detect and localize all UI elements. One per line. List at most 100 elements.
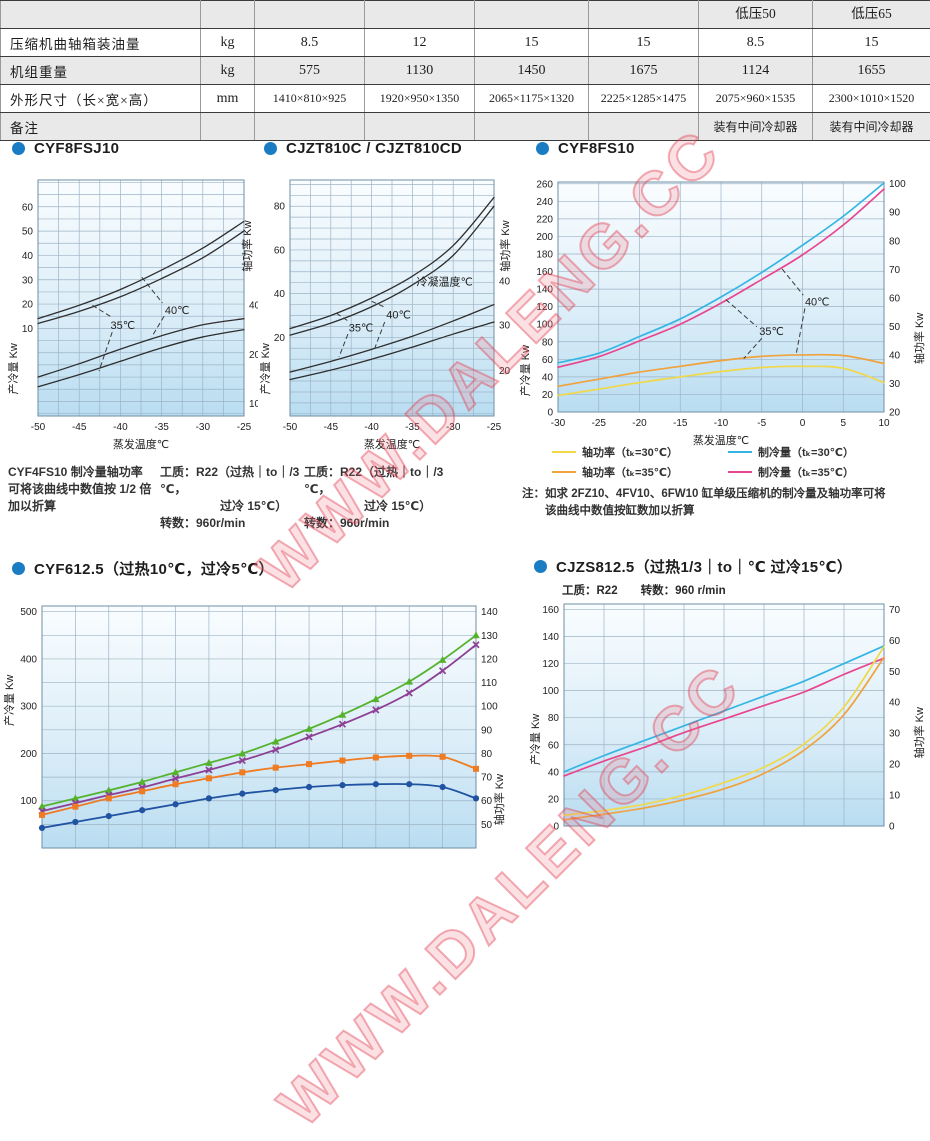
svg-text:-50: -50 — [283, 422, 298, 433]
table-cell: 15 — [813, 29, 930, 57]
svg-text:0: 0 — [553, 822, 559, 833]
svg-text:60: 60 — [889, 293, 901, 304]
svg-text:冷凝温度℃: 冷凝温度℃ — [416, 275, 472, 289]
chart-cyf8fsj10: -50-45-40-35-30-25102030405060402010产冷量 … — [6, 168, 258, 464]
svg-text:500: 500 — [20, 607, 37, 618]
table-cell: 装有中间冷却器 — [813, 113, 930, 141]
svg-text:10: 10 — [249, 399, 258, 410]
table-cell: 低压65 — [813, 1, 930, 29]
svg-text:产冷量 Kw: 产冷量 Kw — [258, 343, 272, 394]
svg-text:90: 90 — [889, 208, 901, 219]
svg-text:30: 30 — [889, 379, 901, 390]
svg-text:60: 60 — [22, 202, 34, 213]
svg-text:0: 0 — [547, 408, 553, 419]
legend-label: 制冷量（tₖ=30℃） — [758, 444, 854, 460]
svg-text:70: 70 — [481, 773, 493, 784]
svg-text:80: 80 — [548, 713, 560, 724]
note-cyf4fs10: CYF4FS10 制冷量轴功率 可将该曲线中数值按 1/2 倍 加以折算 — [8, 464, 160, 515]
svg-text:50: 50 — [889, 667, 901, 678]
table-cell: 1655 — [813, 57, 930, 85]
svg-text:-5: -5 — [757, 418, 766, 429]
svg-text:200: 200 — [536, 232, 553, 243]
table-cell — [255, 113, 365, 141]
svg-text:40℃: 40℃ — [386, 309, 411, 321]
svg-text:蒸发温度℃: 蒸发温度℃ — [113, 437, 169, 451]
row-label: 机组重量 — [1, 57, 201, 85]
legend-label: 轴功率（tₖ=30℃） — [582, 444, 678, 460]
svg-text:240: 240 — [536, 197, 553, 208]
table-cell: 装有中间冷却器 — [699, 113, 813, 141]
svg-text:60: 60 — [542, 355, 554, 366]
svg-text:20: 20 — [889, 760, 901, 771]
table-cell: kg — [201, 29, 255, 57]
table-cell: 2225×1285×1475 — [589, 85, 699, 113]
table-cell — [201, 113, 255, 141]
svg-text:10: 10 — [878, 418, 890, 429]
svg-text:40: 40 — [889, 350, 901, 361]
table-cell — [589, 113, 699, 141]
svg-text:100: 100 — [542, 686, 559, 697]
svg-text:-50: -50 — [31, 422, 46, 433]
table-cell: 15 — [475, 29, 589, 57]
svg-text:20: 20 — [274, 333, 286, 344]
svg-text:-30: -30 — [446, 422, 461, 433]
table-cell: 2300×1010×1520 — [813, 85, 930, 113]
svg-text:50: 50 — [22, 227, 34, 238]
svg-text:40: 40 — [889, 698, 901, 709]
table-cell: 2065×1175×1320 — [475, 85, 589, 113]
svg-text:120: 120 — [536, 302, 553, 313]
svg-text:160: 160 — [536, 267, 553, 278]
section-title-cyf612-5: CYF612.5（过热10℃，过冷5℃） — [12, 558, 274, 579]
svg-text:40: 40 — [548, 767, 560, 778]
svg-text:100: 100 — [536, 320, 553, 331]
svg-text:260: 260 — [536, 179, 553, 190]
svg-text:-10: -10 — [714, 418, 729, 429]
table-cell: 15 — [589, 29, 699, 57]
bullet-icon — [536, 142, 549, 155]
legend-item: 制冷量（tₖ=35℃） — [728, 464, 914, 480]
svg-text:产冷量 Kw: 产冷量 Kw — [518, 345, 532, 396]
section-label: CJZS812.5（过热1/3｜to｜℃ 过冷15℃） — [556, 556, 852, 577]
table-cell — [255, 1, 365, 29]
svg-text:-25: -25 — [592, 418, 607, 429]
table-cell: 12 — [365, 29, 475, 57]
svg-text:80: 80 — [542, 337, 554, 348]
svg-text:40: 40 — [274, 289, 286, 300]
legend-label: 制冷量（tₖ=35℃） — [758, 464, 854, 480]
bullet-icon — [12, 562, 25, 575]
section-title-cyf8fs10: CYF8FS10 — [536, 140, 635, 157]
table-cell: 低压50 — [699, 1, 813, 29]
legend-swatch — [728, 451, 752, 453]
svg-text:0: 0 — [889, 822, 895, 833]
working-medium-note-left: 工质：R22（过热｜to｜/3 ℃， 过冷 15℃） 转数：960r/min — [160, 464, 310, 532]
svg-text:100: 100 — [481, 702, 498, 713]
svg-text:-20: -20 — [632, 418, 647, 429]
row-label: 压缩机曲轴箱装油量 — [1, 29, 201, 57]
svg-text:轴功率 Kw: 轴功率 Kw — [498, 220, 512, 271]
svg-text:20: 20 — [22, 300, 34, 311]
section-title-cjzt810c: CJZT810C / CJZT810CD — [264, 140, 462, 157]
svg-text:120: 120 — [481, 654, 498, 665]
svg-text:-35: -35 — [405, 422, 420, 433]
row-label: 外形尺寸（长×宽×高） — [1, 85, 201, 113]
legend-swatch — [552, 451, 576, 453]
svg-text:5: 5 — [840, 418, 846, 429]
svg-text:100: 100 — [20, 796, 37, 807]
svg-text:-35: -35 — [154, 422, 169, 433]
svg-text:轴功率 Kw: 轴功率 Kw — [912, 313, 926, 364]
svg-text:轴功率 Kw: 轴功率 Kw — [912, 707, 926, 758]
svg-text:产冷量 Kw: 产冷量 Kw — [2, 675, 16, 726]
svg-text:110: 110 — [481, 678, 497, 689]
svg-text:-30: -30 — [551, 418, 566, 429]
svg-text:20: 20 — [499, 366, 511, 377]
svg-text:70: 70 — [889, 605, 901, 616]
svg-text:20: 20 — [249, 350, 258, 361]
svg-text:10: 10 — [22, 324, 34, 335]
svg-text:-40: -40 — [364, 422, 379, 433]
svg-text:140: 140 — [542, 632, 559, 643]
table-cell: 575 — [255, 57, 365, 85]
svg-text:30: 30 — [889, 729, 901, 740]
